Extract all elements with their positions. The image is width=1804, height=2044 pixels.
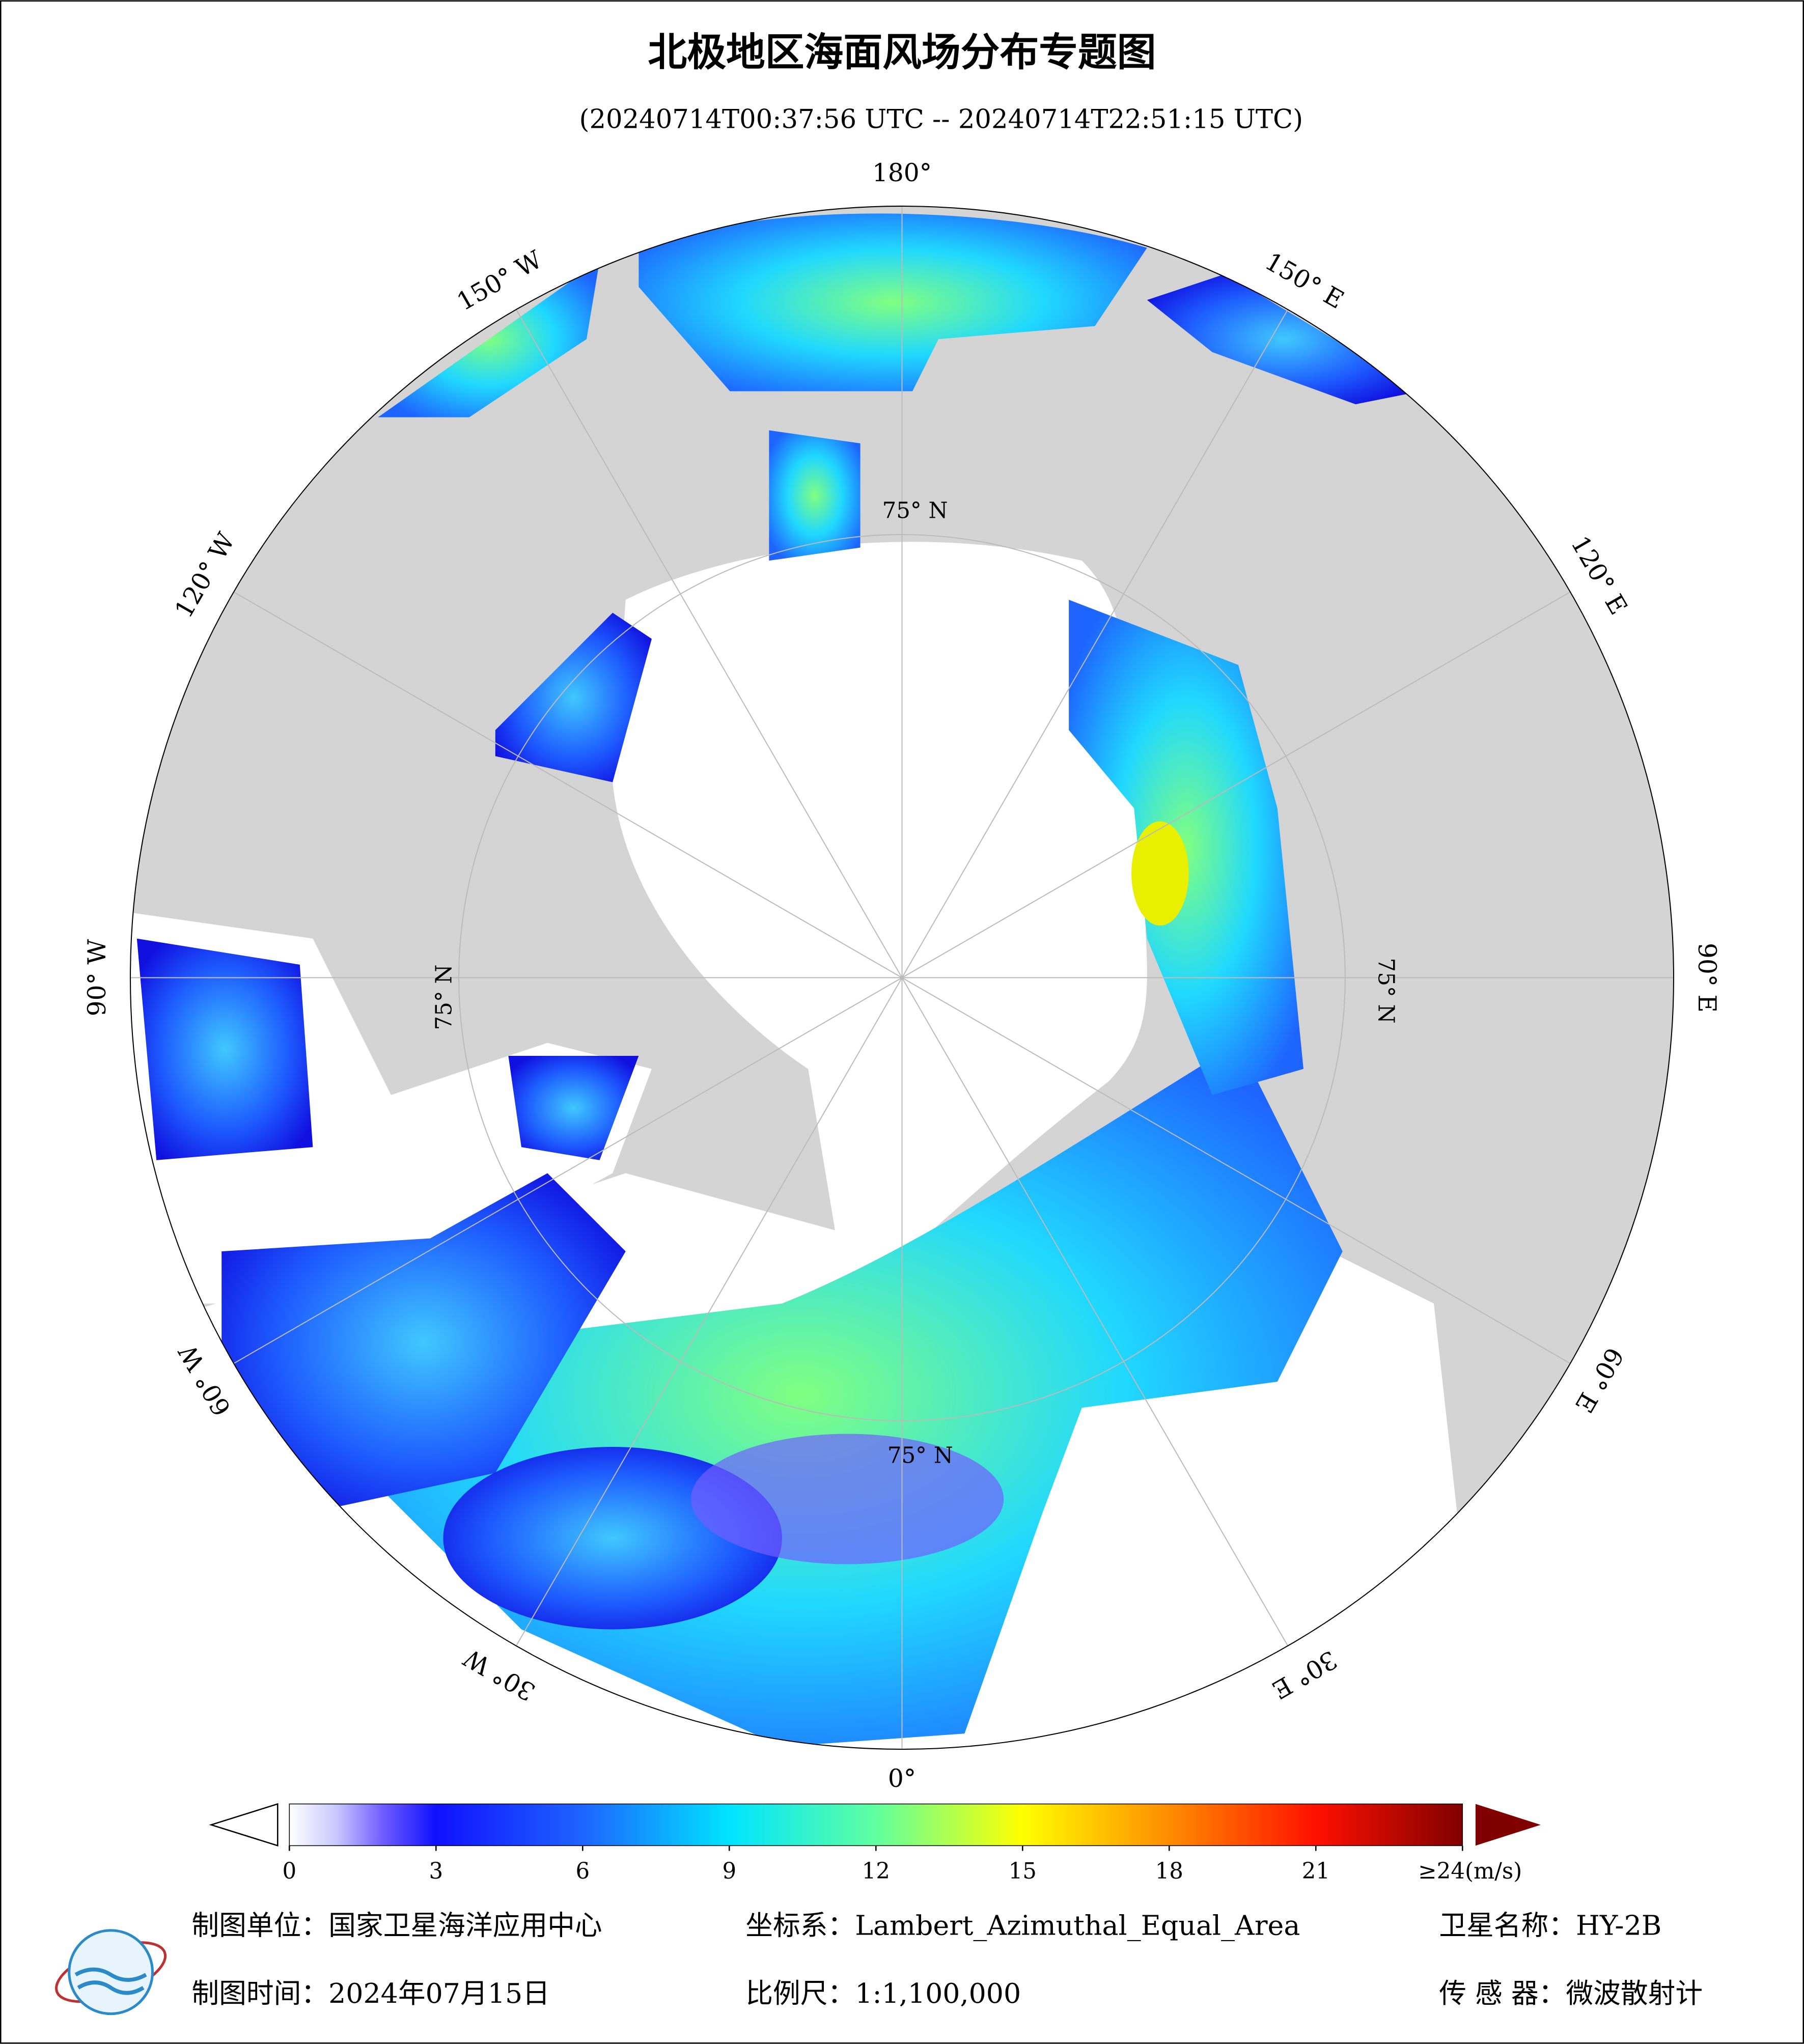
latitude-label: 75° N bbox=[887, 1443, 953, 1469]
footer-date: 制图时间：2024年07月15日 bbox=[191, 1977, 550, 2009]
wind-field bbox=[639, 213, 1147, 391]
title: 北极地区海面风场分布专题图 bbox=[648, 30, 1156, 75]
footer-sensor: 传 感 器：微波散射计 bbox=[1439, 1977, 1703, 2009]
colorbar-tick-label: 21 bbox=[1302, 1859, 1330, 1884]
graticule bbox=[130, 206, 1674, 1749]
wind-field bbox=[136, 938, 313, 1160]
colorbar-tick-label: ≥24(m/s) bbox=[1418, 1859, 1522, 1884]
colorbar-tick-label: 18 bbox=[1155, 1859, 1183, 1884]
colorbar-tick-label: 15 bbox=[1009, 1859, 1037, 1884]
meridian bbox=[515, 309, 903, 978]
wind-field bbox=[690, 1434, 1004, 1564]
colorbar-over bbox=[1475, 1804, 1541, 1846]
latitude-label: 75° N bbox=[432, 964, 457, 1030]
footer-projection: 坐标系：Lambert_Azimuthal_Equal_Area bbox=[745, 1910, 1300, 1942]
meridian bbox=[901, 309, 1289, 978]
footer-satellite: 卫星名称：HY-2B bbox=[1439, 1910, 1661, 1942]
colorbar-tick-label: 3 bbox=[429, 1859, 443, 1884]
colorbar-tick-label: 9 bbox=[722, 1859, 736, 1884]
colorbar-under bbox=[209, 1803, 279, 1847]
longitude-label: 90° W bbox=[83, 939, 112, 1017]
meridian bbox=[233, 591, 903, 978]
logo bbox=[55, 1929, 167, 2015]
meridian bbox=[515, 977, 903, 1646]
meridian bbox=[901, 977, 1289, 1646]
wind-field bbox=[508, 1056, 639, 1160]
subtitle: (20240714T00:37:56 UTC -- 20240714T22:51… bbox=[579, 104, 1303, 135]
colorbar-tick-label: 6 bbox=[575, 1859, 590, 1884]
meridian bbox=[901, 591, 1571, 978]
meridian bbox=[233, 977, 903, 1364]
colorbar-bar bbox=[289, 1803, 1463, 1846]
latitude-label: 75° N bbox=[882, 498, 948, 524]
wind-field bbox=[1147, 274, 1421, 405]
wind-field bbox=[1131, 821, 1189, 926]
colorbar bbox=[209, 1803, 1541, 1847]
meridian bbox=[901, 977, 1571, 1364]
latitude-label: 75° N bbox=[1373, 958, 1399, 1024]
map-border bbox=[129, 205, 1675, 1750]
arctic-ice bbox=[613, 542, 1147, 1304]
longitude-label: 90° E bbox=[1692, 943, 1721, 1013]
wind-field bbox=[495, 612, 652, 782]
colorbar-tick-label: 12 bbox=[862, 1859, 890, 1884]
footer-unit: 制图单位：国家卫星海洋应用中心 bbox=[191, 1910, 602, 1942]
colorbar-tick-label: 0 bbox=[282, 1859, 296, 1884]
wind-field bbox=[1069, 600, 1303, 1095]
longitude-label: 0° bbox=[888, 1765, 916, 1793]
footer-scale: 比例尺：1:1,100,000 bbox=[745, 1977, 1021, 2009]
wind-field bbox=[221, 1173, 626, 1513]
longitude-label: 180° bbox=[872, 159, 932, 187]
wind-field bbox=[769, 430, 861, 561]
